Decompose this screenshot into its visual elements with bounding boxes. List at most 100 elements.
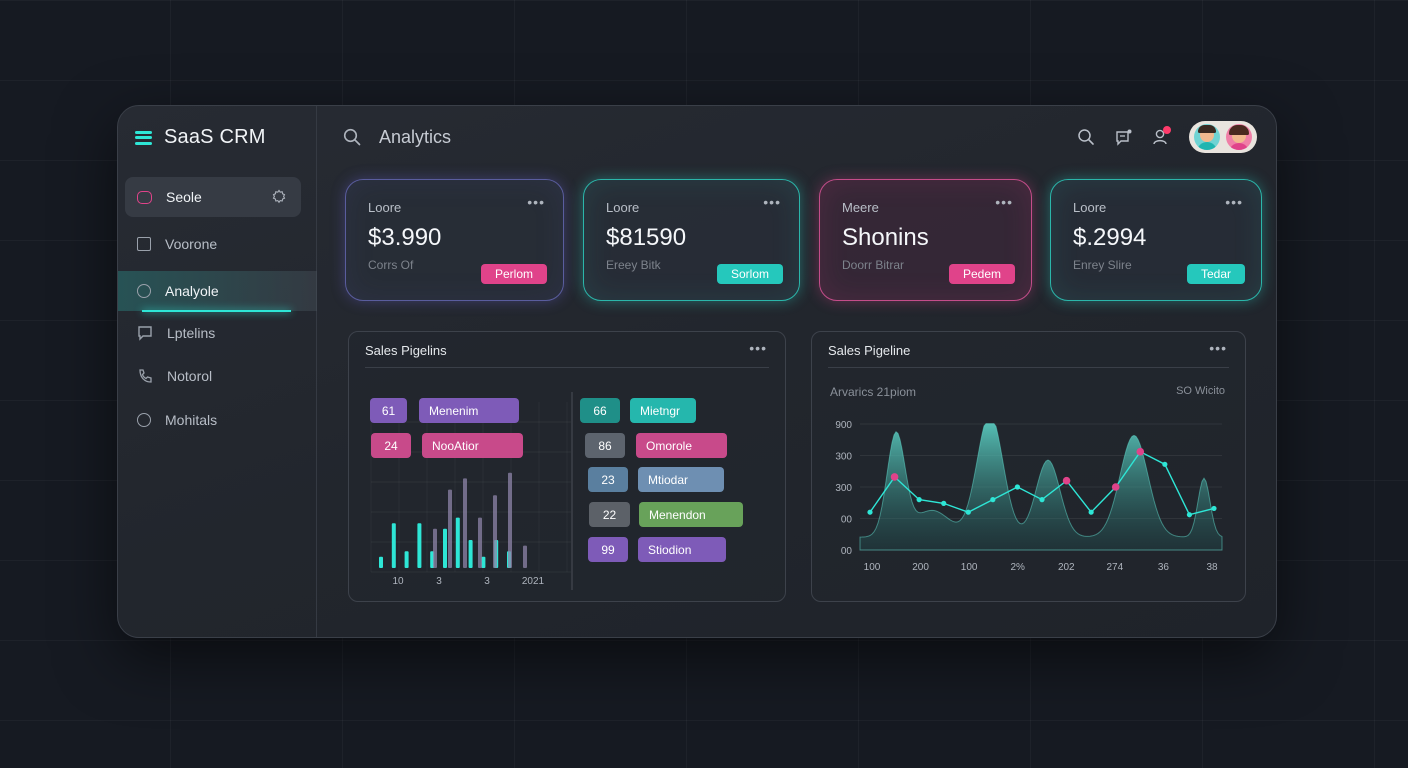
data-point bbox=[916, 497, 922, 503]
pipeline-area-chart: 900 300 300 00 00 100 200 100 2% 202 274 36 38 bbox=[835, 420, 1223, 573]
pipeline-tag[interactable]: Menenim bbox=[419, 398, 519, 423]
more-options-icon[interactable]: ••• bbox=[995, 194, 1013, 210]
sidebar-item-label: Seole bbox=[166, 189, 202, 205]
data-point bbox=[1211, 505, 1217, 512]
bar bbox=[391, 523, 396, 568]
bar bbox=[417, 523, 422, 568]
chat-icon[interactable] bbox=[1115, 128, 1133, 146]
stat-badge[interactable]: Sorlom bbox=[716, 264, 783, 284]
pipeline-count: 61 bbox=[370, 398, 407, 423]
more-options-icon[interactable]: ••• bbox=[1225, 194, 1243, 210]
stat-card[interactable]: Loore $3.990 Corrs Of ••• Perlom bbox=[345, 179, 564, 301]
user-avatars[interactable] bbox=[1189, 121, 1257, 153]
data-point bbox=[1111, 483, 1120, 491]
chart-legend: SO Wicito bbox=[1176, 385, 1225, 397]
x-tick-label: 274 bbox=[1107, 562, 1124, 573]
data-point bbox=[1162, 461, 1168, 467]
phone-icon bbox=[139, 369, 152, 383]
panel-title: Sales Pigeline bbox=[828, 343, 911, 358]
pipeline-count: 22 bbox=[589, 502, 630, 527]
x-tick-label: 2021 bbox=[522, 576, 545, 587]
bar bbox=[523, 545, 527, 568]
stat-label: Loore bbox=[606, 200, 640, 215]
x-tick-label: 36 bbox=[1158, 562, 1170, 573]
topbar: Analytics bbox=[317, 106, 1276, 168]
data-point bbox=[1136, 447, 1145, 456]
data-point bbox=[965, 509, 971, 515]
x-tick-label: 3 bbox=[484, 576, 490, 587]
pipeline-tag[interactable]: Menendon bbox=[639, 502, 743, 527]
stat-card[interactable]: Loore $81590 Ereey Bitk ••• Sorlom bbox=[583, 179, 800, 301]
brand[interactable]: SaaS CRM bbox=[135, 126, 266, 149]
avatar[interactable] bbox=[1194, 124, 1220, 150]
stat-value: $3.990 bbox=[368, 224, 442, 251]
pipeline-tag[interactable]: Omorole bbox=[636, 433, 727, 458]
gear-icon[interactable] bbox=[271, 189, 287, 205]
bar bbox=[443, 528, 447, 568]
app-title: SaaS CRM bbox=[164, 126, 266, 148]
stat-badge[interactable]: Pedem bbox=[948, 264, 1015, 284]
y-tick-label: 300 bbox=[835, 483, 852, 494]
message-icon bbox=[138, 326, 152, 341]
bar bbox=[481, 556, 486, 568]
more-options-icon[interactable]: ••• bbox=[527, 194, 545, 210]
pipeline-tag[interactable]: NooAtior bbox=[422, 433, 523, 458]
avatar[interactable] bbox=[1226, 124, 1252, 150]
pipeline-tag[interactable]: Stiodion bbox=[638, 537, 726, 562]
pipeline-count: 86 bbox=[585, 433, 625, 458]
stat-badge[interactable]: Tedar bbox=[1186, 264, 1245, 284]
bar bbox=[493, 495, 497, 568]
sidebar-item-analyole[interactable]: Analyole bbox=[118, 271, 317, 312]
notification-dot bbox=[1163, 126, 1171, 134]
pipeline-tag[interactable]: Mtiodar bbox=[638, 467, 724, 492]
sidebar-item-label: Voorone bbox=[165, 236, 218, 252]
sidebar-item-lptelins[interactable]: Lptelins bbox=[125, 313, 301, 353]
search-icon[interactable] bbox=[1077, 128, 1095, 146]
x-tick-label: 10 bbox=[392, 576, 404, 587]
bar bbox=[379, 556, 383, 568]
stat-badge[interactable]: Perlom bbox=[480, 264, 547, 284]
more-options-icon[interactable]: ••• bbox=[749, 340, 767, 356]
stat-card[interactable]: Meere Shonins Doorr Bitrar ••• Pedem bbox=[819, 179, 1032, 301]
bar bbox=[478, 517, 482, 568]
sidebar-item-mohitals[interactable]: Mohitals bbox=[125, 400, 301, 440]
data-point bbox=[941, 500, 947, 506]
sidebar-item-notorol[interactable]: Notorol bbox=[125, 356, 301, 396]
x-tick-label: 200 bbox=[912, 562, 929, 573]
pipeline-tag[interactable]: Mietngr bbox=[630, 398, 696, 423]
page-title: Analytics bbox=[379, 127, 452, 147]
stat-card[interactable]: Loore $.2994 Enrey Slire ••• Tedar bbox=[1050, 179, 1262, 301]
y-tick-label: 00 bbox=[841, 515, 853, 526]
search-icon[interactable] bbox=[343, 128, 361, 146]
stat-label: Loore bbox=[368, 200, 402, 215]
more-options-icon[interactable]: ••• bbox=[763, 194, 781, 210]
bar bbox=[508, 472, 512, 568]
x-tick-label: 2% bbox=[1010, 562, 1025, 573]
data-point bbox=[867, 509, 873, 515]
sales-trend-panel: Sales Pigeline ••• Arvarics 21piom SO Wi… bbox=[811, 331, 1246, 602]
data-point bbox=[1186, 512, 1193, 518]
stat-value: $81590 bbox=[606, 224, 687, 251]
y-tick-label: 00 bbox=[841, 546, 853, 557]
more-options-icon[interactable]: ••• bbox=[1209, 340, 1227, 356]
circle-icon bbox=[137, 413, 151, 427]
data-point bbox=[1039, 497, 1045, 503]
y-tick-label: 300 bbox=[835, 452, 852, 463]
circle-icon bbox=[137, 284, 151, 298]
rounded-square-icon bbox=[137, 190, 152, 204]
square-icon bbox=[137, 237, 151, 251]
pipeline-count: 24 bbox=[371, 433, 411, 458]
data-point bbox=[890, 473, 899, 481]
data-point bbox=[1014, 484, 1021, 490]
menu-icon[interactable] bbox=[135, 130, 152, 145]
bar bbox=[448, 489, 452, 568]
notification-button[interactable] bbox=[1152, 126, 1172, 146]
sidebar-item-voorone[interactable]: Voorone bbox=[125, 224, 301, 264]
panel-title: Sales Pigelins bbox=[365, 343, 447, 358]
stat-sub: Doorr Bitrar bbox=[842, 258, 905, 272]
sidebar-item-seole[interactable]: Seole bbox=[125, 177, 301, 217]
bar bbox=[463, 478, 467, 568]
sales-pipeline-panel: Sales Pigelins ••• 10 3 3 2021 61 Menenim 2… bbox=[348, 331, 786, 602]
pipeline-count: 99 bbox=[588, 537, 628, 562]
x-tick-label: 100 bbox=[961, 562, 978, 573]
